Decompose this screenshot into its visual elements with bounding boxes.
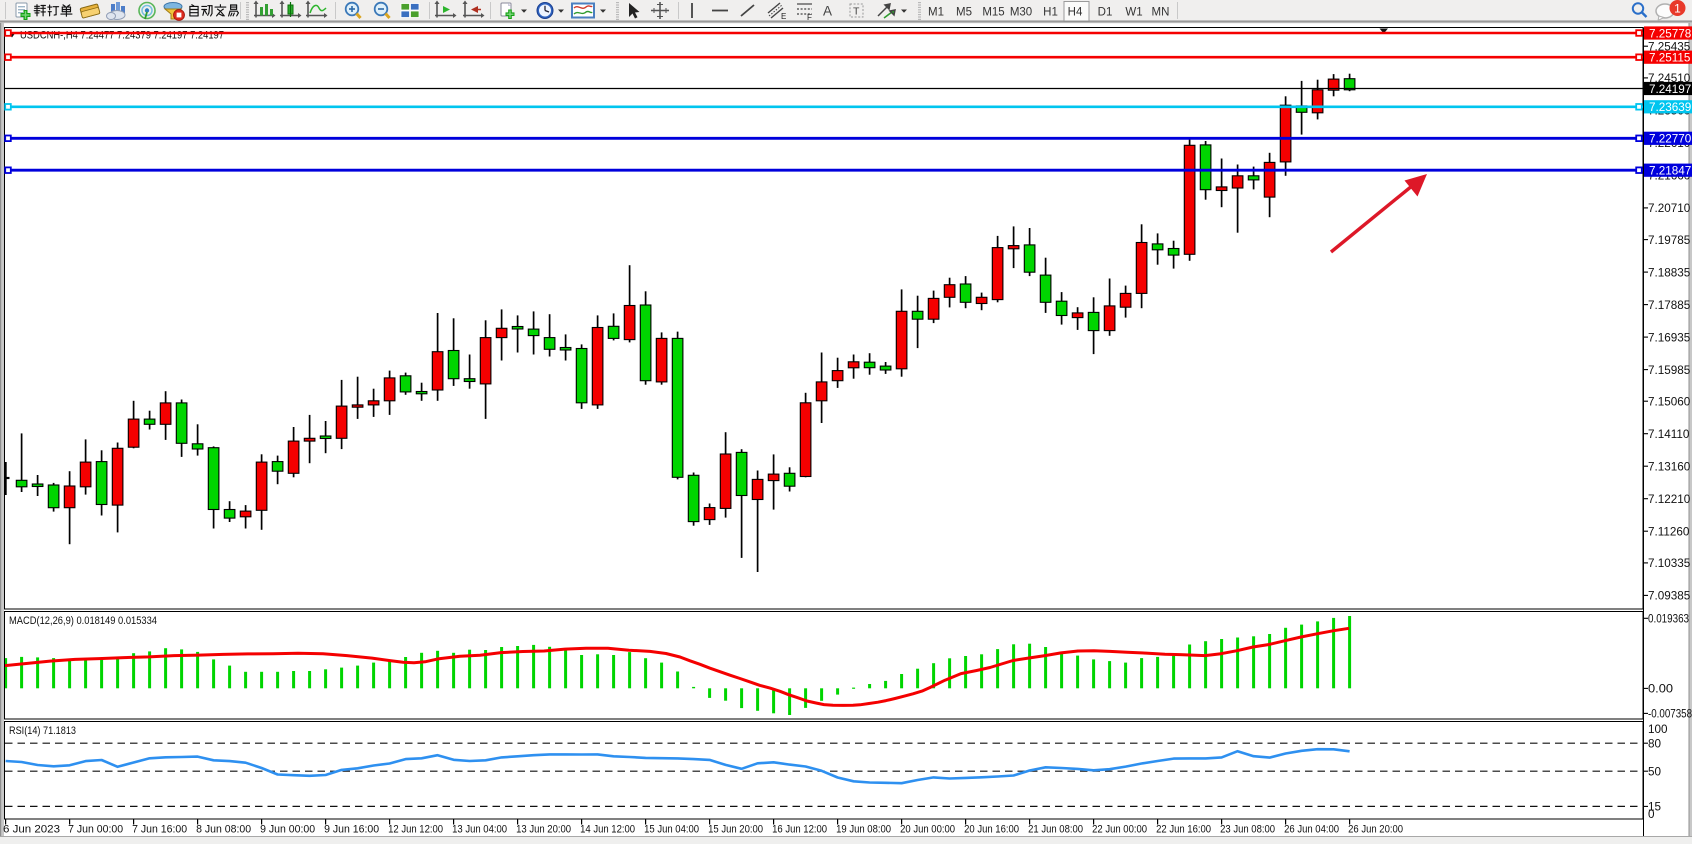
svg-text:7.12210: 7.12210 — [1648, 493, 1691, 506]
svg-text:7.15985: 7.15985 — [1648, 364, 1691, 377]
svg-text:F: F — [807, 13, 812, 22]
svg-text:7.18835: 7.18835 — [1648, 266, 1691, 279]
svg-text:7.17885: 7.17885 — [1648, 299, 1691, 312]
svg-text:16 Jun 12:00: 16 Jun 12:00 — [772, 824, 827, 836]
svg-text:M1: M1 — [928, 7, 944, 19]
svg-text:7.16935: 7.16935 — [1648, 331, 1691, 344]
svg-text:0.019363: 0.019363 — [1648, 613, 1689, 626]
svg-text:8 Jun 08:00: 8 Jun 08:00 — [196, 824, 251, 836]
svg-text:15 Jun 20:00: 15 Jun 20:00 — [708, 824, 763, 836]
svg-text:13 Jun 20:00: 13 Jun 20:00 — [516, 824, 571, 836]
svg-text:100: 100 — [1648, 723, 1668, 736]
svg-text:20 Jun 16:00: 20 Jun 16:00 — [964, 824, 1019, 836]
svg-text:20 Jun 00:00: 20 Jun 00:00 — [900, 824, 955, 836]
svg-text:26 Jun 04:00: 26 Jun 04:00 — [1284, 824, 1339, 836]
svg-text:7.20710: 7.20710 — [1648, 202, 1691, 215]
svg-text:7.13160: 7.13160 — [1648, 460, 1691, 473]
svg-text:0: 0 — [1648, 808, 1655, 821]
svg-text:RSI(14) 71.1813: RSI(14) 71.1813 — [9, 725, 76, 737]
svg-text:9 Jun 16:00: 9 Jun 16:00 — [324, 824, 379, 836]
svg-text:-0.007358: -0.007358 — [1648, 708, 1692, 721]
svg-text:7.14110: 7.14110 — [1648, 428, 1690, 441]
svg-text:M5: M5 — [956, 7, 972, 19]
svg-text:13 Jun 04:00: 13 Jun 04:00 — [452, 824, 507, 836]
svg-text:12 Jun 12:00: 12 Jun 12:00 — [388, 824, 443, 836]
svg-text:M15: M15 — [982, 7, 1004, 19]
svg-text:22 Jun 00:00: 22 Jun 00:00 — [1092, 824, 1147, 836]
svg-text:26 Jun 20:00: 26 Jun 20:00 — [1348, 824, 1403, 836]
svg-text:22 Jun 16:00: 22 Jun 16:00 — [1156, 824, 1211, 836]
svg-text:7.24197: 7.24197 — [1649, 83, 1691, 96]
svg-text:7.25435: 7.25435 — [1648, 40, 1691, 53]
svg-text:M30: M30 — [1010, 7, 1032, 19]
svg-text:7.09385: 7.09385 — [1648, 590, 1691, 603]
svg-text:50: 50 — [1648, 765, 1662, 778]
svg-text:7.22770: 7.22770 — [1649, 133, 1692, 146]
svg-text:80: 80 — [1648, 737, 1662, 750]
svg-text:7.15060: 7.15060 — [1648, 395, 1691, 408]
svg-text:6 Jun 2023: 6 Jun 2023 — [3, 824, 60, 836]
svg-text:15 Jun 04:00: 15 Jun 04:00 — [644, 824, 699, 836]
svg-text:23 Jun 08:00: 23 Jun 08:00 — [1220, 824, 1275, 836]
svg-text:MACD(12,26,9) 0.018149 0.01533: MACD(12,26,9) 0.018149 0.015334 — [9, 615, 157, 627]
svg-text:D1: D1 — [1098, 7, 1113, 19]
svg-text:A: A — [823, 4, 832, 19]
svg-text:7.24510: 7.24510 — [1648, 72, 1691, 85]
svg-text:H4: H4 — [1068, 7, 1083, 19]
svg-text:7.10335: 7.10335 — [1648, 557, 1691, 570]
svg-text:21 Jun 08:00: 21 Jun 08:00 — [1028, 824, 1083, 836]
svg-text:E: E — [781, 12, 786, 21]
svg-text:H1: H1 — [1043, 7, 1058, 19]
svg-text:7.11260: 7.11260 — [1648, 525, 1690, 538]
svg-text:7.23639: 7.23639 — [1649, 101, 1691, 114]
svg-text:0.00: 0.00 — [1648, 683, 1674, 696]
svg-text:USDCNH-,H4 7.24477 7.24379 7.: USDCNH-,H4 7.24477 7.24379 7.24197 7.241… — [20, 30, 224, 42]
svg-text:7 Jun 16:00: 7 Jun 16:00 — [132, 824, 187, 836]
svg-text:7.21847: 7.21847 — [1649, 165, 1691, 178]
svg-text:7.19785: 7.19785 — [1648, 234, 1691, 247]
svg-text:T: T — [853, 6, 860, 18]
svg-text:19 Jun 08:00: 19 Jun 08:00 — [836, 824, 891, 836]
svg-text:7.25778: 7.25778 — [1649, 27, 1691, 40]
svg-text:1: 1 — [1674, 1, 1681, 15]
svg-text:15: 15 — [1648, 801, 1662, 814]
svg-text:MN: MN — [1152, 7, 1170, 19]
svg-text:7 Jun 00:00: 7 Jun 00:00 — [68, 824, 123, 836]
svg-text:14 Jun 12:00: 14 Jun 12:00 — [580, 824, 635, 836]
svg-text:7.25115: 7.25115 — [1649, 52, 1691, 65]
svg-text:9 Jun 00:00: 9 Jun 00:00 — [260, 824, 315, 836]
svg-text:W1: W1 — [1125, 7, 1142, 19]
